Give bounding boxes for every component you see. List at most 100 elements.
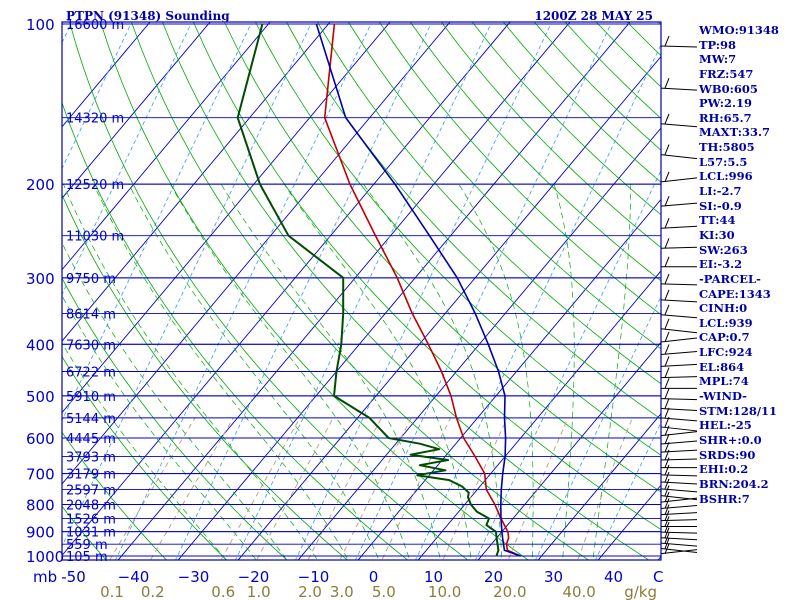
wind-barb-flag (664, 218, 670, 229)
moist-adiabat (592, 184, 631, 560)
index-item: FRZ:547 (699, 66, 754, 81)
temperature-tick-label: −20 (238, 568, 270, 586)
wind-barb-flag (664, 356, 670, 367)
station-title: PTPN (91348) Sounding (66, 9, 230, 23)
wind-barb-staff (660, 504, 698, 509)
wind-barb-flag (664, 144, 670, 155)
frost-line (415, 43, 661, 560)
plot-frame (61, 21, 662, 561)
wind-barb (660, 35, 698, 48)
wind-barb (660, 407, 698, 422)
wind-barb (660, 344, 698, 355)
pressure-tick-label: 200 (26, 176, 55, 194)
wind-barb-flag (664, 289, 670, 301)
profile-traces (236, 23, 521, 557)
height-label: 16600 m (66, 18, 124, 33)
wind-barb-flag (664, 35, 670, 47)
index-item: -PARCEL- (699, 271, 761, 286)
temperature-tick-label: −40 (118, 568, 150, 586)
wind-barb-flag (664, 510, 670, 521)
wind-barb (660, 498, 698, 509)
wind-barb-staff (660, 440, 698, 445)
moist-adiabat (283, 183, 472, 560)
wind-barb-flag (664, 532, 670, 544)
mixing-ratio-label: 10.0 (428, 583, 461, 600)
isotherm-line (417, 270, 661, 560)
moist-adiabat (128, 183, 380, 560)
wind-barb (660, 304, 698, 319)
index-panel: WMO:91348 TP:98 MW:7 FRZ:547 WB0:605 PW:2.19 R… (699, 23, 799, 506)
parcel-trace (315, 23, 521, 557)
index-item: TH:5805 (699, 140, 755, 155)
wind-barb-flag (664, 538, 670, 549)
height-label: 1526 m (66, 512, 116, 527)
wind-barb-staff (660, 363, 698, 367)
wind-barb-staff (660, 123, 698, 128)
wind-barb-staff (660, 87, 698, 91)
index-item: CINH:0 (699, 301, 748, 316)
wind-barb-flag (664, 543, 670, 554)
pressure-tick-label: 600 (26, 430, 55, 448)
wind-barb-flag (664, 425, 670, 436)
frost-line (475, 169, 661, 560)
moist-adiabat (363, 183, 503, 560)
wind-barb-flag (664, 485, 670, 496)
wind-barb-staff (660, 283, 698, 286)
temperature-tick-label: 10 (424, 568, 443, 586)
wind-barb (660, 218, 698, 229)
index-item: RH:65.7 (699, 110, 752, 125)
wind-barb (660, 77, 698, 91)
index-item: KI:30 (699, 227, 735, 242)
wind-barb-flag (664, 388, 670, 399)
index-item: EI:-3.2 (699, 257, 743, 272)
height-label: 2597 m (66, 484, 116, 499)
wind-barb-staff (660, 426, 698, 432)
moist-adiabat (170, 183, 411, 560)
temperature-tick-label: −30 (178, 568, 210, 586)
index-item: TP:98 (699, 37, 737, 52)
dry-adiabat (62, 355, 228, 560)
wind-barb (660, 464, 698, 477)
height-label: 5910 m (66, 390, 116, 405)
wind-barb-flag (664, 367, 670, 378)
wind-barb (660, 416, 698, 432)
mixing-ratio-label: 0.1 (100, 583, 124, 600)
wind-barb-flag (664, 464, 670, 476)
index-item: L57:5.5 (699, 154, 748, 169)
index-item: SHR+:0.0 (699, 432, 762, 447)
height-label: 11030 m (66, 230, 124, 245)
wind-barb (660, 398, 698, 411)
wind-barb-flag (664, 504, 670, 515)
pressure-unit-label: mb (33, 568, 57, 586)
temperature-tick-label: 0 (369, 568, 379, 586)
frost-line (235, 23, 492, 560)
index-item: WB0:605 (699, 81, 758, 96)
index-item: -WIND- (699, 389, 747, 404)
wind-barb-flag (664, 256, 670, 267)
wind-barb (660, 491, 698, 503)
wind-barb-staff (660, 458, 698, 461)
wind-barb (660, 113, 698, 128)
index-item: LCL:996 (699, 169, 753, 184)
wind-barb-staff (660, 417, 698, 422)
wind-barb-staff (660, 398, 698, 401)
mixing-ratio-label: 5.0 (372, 583, 396, 600)
height-label: 7630 m (66, 338, 116, 353)
wind-barb-flag (664, 77, 670, 89)
temperature-tick-label: −10 (298, 568, 330, 586)
wind-barb-flag (664, 491, 670, 503)
frost-line (595, 421, 661, 560)
wind-barb (660, 144, 698, 160)
wind-barb-flag (664, 457, 670, 468)
temperature-tick-label: 20 (484, 568, 503, 586)
wind-barb (661, 256, 697, 268)
isotherm-line (177, 22, 631, 560)
wind-barb-flag (664, 521, 670, 533)
frost-line (295, 23, 552, 560)
wind-barb-flag (664, 527, 670, 538)
moist-adiabat (458, 183, 534, 560)
wind-barb-flag (664, 195, 670, 207)
wind-barb-staff (660, 474, 698, 477)
wind-barb (661, 457, 697, 469)
index-item: LI:-2.7 (699, 184, 742, 199)
